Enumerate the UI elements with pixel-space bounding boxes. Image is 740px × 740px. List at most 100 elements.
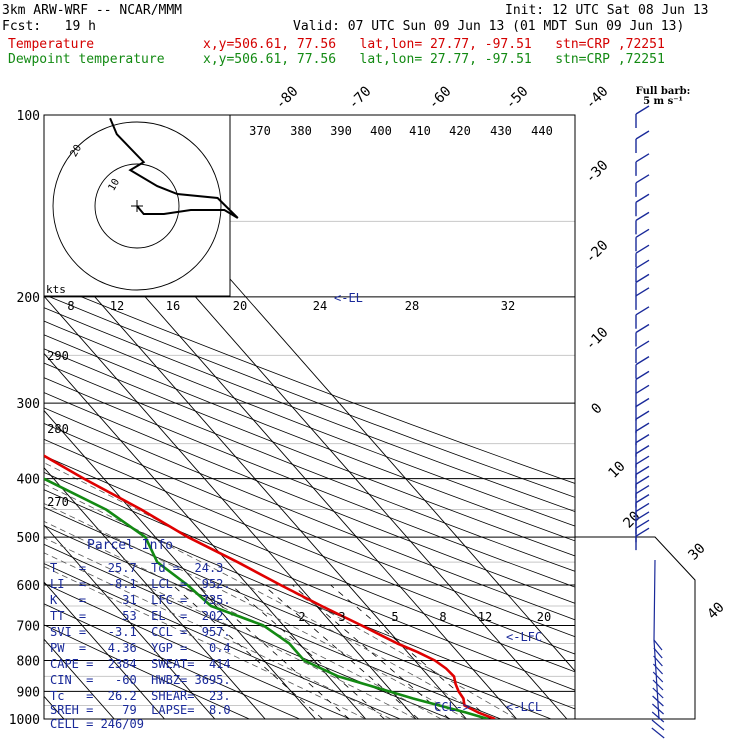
hodograph-units-label: kts	[46, 283, 66, 296]
theta-label: 280	[47, 422, 69, 436]
model-title: 3km ARW-WRF -- NCAR/MMM	[2, 3, 183, 18]
dry-adiabat-line	[44, 407, 575, 621]
wind-barb	[635, 273, 650, 297]
theta-label: 370	[249, 124, 271, 138]
moist-adiabat-line	[44, 552, 392, 719]
wind-barb-key-label: Full barb:	[636, 86, 691, 97]
mixing-ratio-line	[172, 584, 323, 719]
wind-barb	[652, 663, 664, 675]
moist-adiabat-line	[44, 520, 442, 719]
wind-barb	[635, 211, 650, 235]
mixing-ratio-line	[292, 584, 450, 719]
dewpoint-legend-label: Dewpoint temperature	[8, 52, 165, 67]
wind-barb	[635, 174, 650, 197]
pressure-tick-label: 300	[17, 397, 40, 412]
speed-tick-label: 12	[110, 299, 124, 313]
wind-barb	[635, 384, 650, 408]
wind-barb	[651, 719, 665, 731]
isotherm-label: -70	[345, 83, 374, 112]
level-annotation: CCL->	[434, 700, 470, 714]
theta-label: 380	[290, 124, 312, 138]
mixing-ratio-label: 8	[439, 610, 446, 624]
temperature-profile	[44, 454, 496, 719]
wind-barb	[635, 153, 650, 176]
parcel-row: CELL = 246/09	[50, 717, 144, 731]
wind-barb	[635, 323, 650, 347]
hodograph-ring-label: 10	[107, 177, 123, 193]
dry-adiabat-line	[44, 348, 575, 557]
wind-barb	[635, 259, 650, 283]
parcel-row: SVI = -3.1 CCL = 957.	[50, 625, 231, 639]
valid-time: Valid: 07 UTC Sun 09 Jun 13 (01 MDT Sun …	[293, 19, 685, 34]
dry-adiabat-line	[44, 525, 502, 719]
isotherm-line	[44, 295, 417, 719]
hodograph-trace	[109, 117, 239, 219]
parcel-row: SREH = 79 LAPSE= 8.0	[50, 703, 231, 717]
level-annotation: <-LFC	[506, 630, 542, 644]
isotherm-line	[44, 238, 467, 719]
mixing-ratio-label: 2	[298, 610, 305, 624]
isotherm-label: 40	[704, 599, 727, 622]
dry-adiabat-line	[44, 422, 575, 638]
wind-barb	[652, 679, 664, 691]
parcel-row: PW = 4.36 YGP = 0.4	[50, 641, 231, 655]
dry-adiabat-line	[44, 472, 575, 691]
isotherm-label: -30	[582, 157, 611, 186]
hodograph-ring	[94, 163, 180, 249]
wind-barb	[635, 434, 650, 457]
isotherm-label: -40	[582, 83, 611, 112]
wind-barb	[635, 356, 650, 379]
temperature-station-info: x,y=506.61, 77.56 lat,lon= 27.77, -97.51…	[203, 37, 665, 52]
pressure-tick-label: 200	[17, 291, 40, 306]
isotherm-label: -10	[582, 324, 611, 353]
isotherm-label: 20	[620, 508, 643, 531]
dry-adiabat-line	[44, 320, 575, 527]
isotherm-line	[44, 409, 316, 719]
wind-barb	[635, 287, 650, 310]
forecast-hour: Fcst: 19 h	[2, 19, 96, 34]
wind-barb	[635, 527, 650, 551]
theta-label: 410	[409, 124, 431, 138]
mixing-ratio-line	[263, 584, 419, 719]
isotherm-line	[44, 467, 266, 719]
header: 3km ARW-WRF -- NCAR/MMM Init: 12 UTC Sat…	[0, 0, 740, 70]
mixing-ratio-label: 12	[478, 610, 492, 624]
speed-tick-label: 28	[405, 299, 419, 313]
isotherm-label: -20	[582, 237, 611, 266]
isotherm-line	[44, 524, 216, 719]
theta-label: 420	[449, 124, 471, 138]
theta-label: 290	[47, 349, 69, 363]
isotherm-label: -60	[425, 83, 454, 112]
dry-adiabat-line	[44, 392, 575, 604]
pressure-tick-label: 600	[17, 579, 40, 594]
isotherm-label: 30	[685, 540, 708, 563]
hodograph-ring-label: 20	[69, 143, 85, 159]
dry-adiabat-line	[44, 489, 575, 710]
parcel-row: CIN = -60 HWBZ= 3695.	[50, 673, 231, 687]
dry-adiabat-line	[44, 603, 301, 719]
dry-adiabat-line	[44, 438, 575, 655]
pressure-tick-label: 900	[17, 685, 40, 700]
wind-barb	[635, 228, 650, 252]
dry-adiabat-line	[44, 563, 402, 719]
pressure-tick-label: 700	[17, 619, 40, 634]
theta-label: 390	[330, 124, 352, 138]
parcel-row: LI = -8.1 LCL = 952.	[50, 577, 231, 591]
speed-tick-label: 32	[501, 299, 515, 313]
wind-barb	[651, 711, 665, 723]
wind-barb-key-label: 5 m s⁻¹	[643, 96, 683, 107]
mixing-ratio-line	[330, 584, 491, 719]
level-annotation: <-LCL	[506, 700, 542, 714]
parcel-info-panel: Parcel Info T = 25.7 Td = 24.3 LI = -8.1…	[45, 537, 231, 732]
wind-barb	[635, 306, 650, 329]
dry-adiabat-line	[44, 506, 553, 719]
wind-barb	[635, 244, 650, 268]
dewpoint-profile	[44, 477, 489, 719]
dry-adiabat-line	[44, 362, 575, 572]
wind-barb	[651, 727, 665, 739]
mixing-ratio-label: 3	[338, 610, 345, 624]
theta-label: 400	[370, 124, 392, 138]
isotherm-label: -50	[502, 83, 531, 112]
speed-tick-label: 8	[67, 299, 74, 313]
